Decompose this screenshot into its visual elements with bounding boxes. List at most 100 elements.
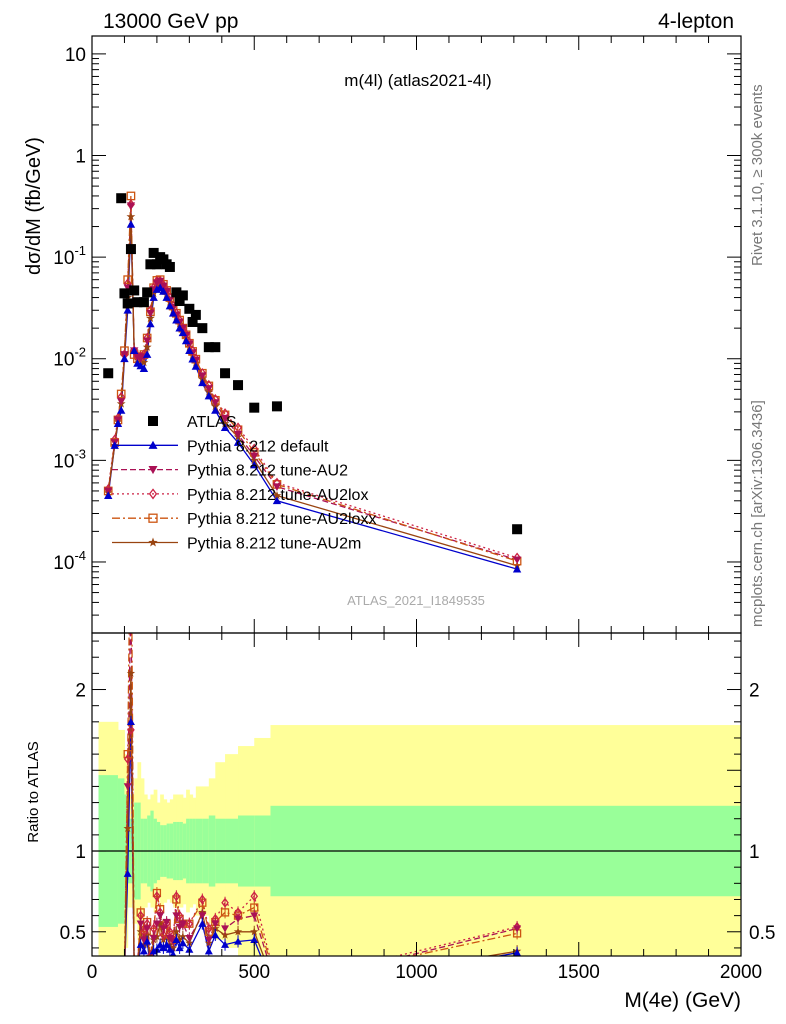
data-point xyxy=(234,937,243,945)
data-point xyxy=(178,328,188,337)
data-point xyxy=(149,293,158,301)
data-point xyxy=(121,965,128,972)
data-point xyxy=(142,342,152,351)
data-point xyxy=(145,259,156,270)
data-point xyxy=(120,969,128,977)
data-point xyxy=(159,925,168,933)
data-point xyxy=(164,261,175,272)
data-point xyxy=(233,927,243,936)
data-point xyxy=(134,960,140,968)
legend-label: Pythia 8.212 tune-AU2m xyxy=(187,536,361,553)
data-point xyxy=(233,438,243,446)
data-point xyxy=(512,524,523,535)
data-point xyxy=(220,368,231,379)
data-point xyxy=(118,993,125,1000)
data-point xyxy=(132,297,143,308)
data-point xyxy=(198,378,207,387)
data-point xyxy=(146,950,155,956)
data-point xyxy=(204,385,214,393)
data-point xyxy=(155,283,165,292)
x-tick-label: 1500 xyxy=(558,962,600,983)
data-point xyxy=(250,460,259,469)
data-point xyxy=(250,891,259,902)
data-point xyxy=(187,316,198,327)
data-point xyxy=(204,936,213,944)
data-point xyxy=(250,912,259,920)
data-point xyxy=(191,362,201,370)
data-point xyxy=(139,947,148,955)
data-point xyxy=(159,929,168,941)
data-point xyxy=(210,342,221,353)
data-point xyxy=(159,287,168,295)
data-point xyxy=(197,323,208,334)
ratio-plot-area xyxy=(92,476,741,1007)
data-point xyxy=(126,669,136,677)
data-point xyxy=(118,993,124,1001)
y-tick-label: 10-3 xyxy=(53,446,86,472)
series-markers-4 xyxy=(103,191,522,566)
data-point xyxy=(103,368,114,379)
data-point xyxy=(171,287,182,298)
data-point xyxy=(123,824,132,832)
data-point xyxy=(116,389,126,399)
legend-entry: Pythia 8.212 tune-AU2m xyxy=(112,536,361,553)
data-point xyxy=(273,982,280,989)
legend-label: ATLAS xyxy=(187,414,237,431)
data-point xyxy=(123,869,132,877)
data-point xyxy=(233,431,243,439)
y-tick-label: 10-2 xyxy=(53,345,86,371)
data-point xyxy=(177,290,188,301)
data-point xyxy=(165,945,174,953)
data-point xyxy=(272,496,282,505)
data-point xyxy=(234,915,243,923)
legend-label: Pythia 8.212 default xyxy=(187,438,329,455)
data-point xyxy=(143,937,152,945)
data-point xyxy=(146,956,154,963)
data-point xyxy=(123,275,133,285)
series-3 xyxy=(107,204,518,559)
series-line xyxy=(107,205,518,561)
data-point xyxy=(148,416,158,426)
data-point xyxy=(190,309,201,320)
data-point xyxy=(162,293,171,301)
data-point xyxy=(172,927,181,936)
data-point xyxy=(211,406,220,414)
data-point xyxy=(104,491,113,499)
ratio-y-tick-label: 1 xyxy=(75,842,86,863)
data-point xyxy=(148,247,159,258)
main-panel: 10-4 10-3 10-2 10-1 1 10 xyxy=(53,35,742,634)
data-point xyxy=(139,936,148,944)
data-point xyxy=(220,414,230,423)
data-point xyxy=(143,925,152,933)
y-tick-label: 10-1 xyxy=(53,243,86,269)
legend-label: Pythia 8.212 tune-AU2lox xyxy=(187,487,368,504)
data-point xyxy=(111,1000,119,1007)
series-line xyxy=(107,204,518,559)
data-point xyxy=(249,402,260,413)
data-point xyxy=(129,285,140,296)
data-point xyxy=(220,908,230,917)
data-point xyxy=(134,964,141,971)
data-point xyxy=(203,342,214,353)
data-point xyxy=(162,940,171,948)
data-point xyxy=(146,960,154,968)
data-point xyxy=(127,476,134,483)
data-point xyxy=(274,981,280,989)
data-point xyxy=(271,401,282,412)
legend-entry: ATLAS xyxy=(148,414,237,431)
data-point xyxy=(114,999,122,1006)
series-2 xyxy=(107,205,518,561)
ratio-y-tick-label: 2 xyxy=(75,681,86,702)
x-axis-label: M(4e) (GeV) xyxy=(624,989,741,1012)
data-point xyxy=(146,955,155,956)
data-point xyxy=(185,935,194,943)
data-point xyxy=(113,419,123,427)
data-point xyxy=(120,354,129,363)
data-point xyxy=(120,967,128,974)
data-point xyxy=(125,244,136,255)
data-point xyxy=(117,406,126,414)
y-tick-label: 10-4 xyxy=(53,548,86,574)
data-point xyxy=(104,998,112,1005)
data-point xyxy=(133,968,141,975)
